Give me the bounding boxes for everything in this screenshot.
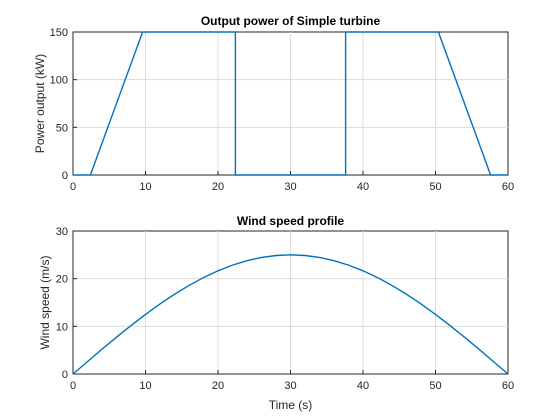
power-x-tick-label: 30 (284, 181, 296, 193)
wind-series-line (72, 254, 509, 375)
power-x-tick-label: 0 (70, 181, 76, 193)
wind-series (72, 254, 509, 375)
wind-x-tick-label: 40 (357, 380, 369, 392)
wind-grid (73, 231, 508, 374)
power-x-tick-label: 40 (357, 181, 369, 193)
wind-y-tick-label: 10 (56, 321, 68, 333)
wind-x-axis-label: Time (s) (269, 398, 313, 412)
power-grid (73, 32, 508, 175)
wind-y-tick-label: 0 (62, 369, 68, 381)
power-x-tick-label: 60 (502, 181, 514, 193)
wind-x-tick-label: 30 (284, 380, 296, 392)
power-ticks: 0 10 20 30 40 50 60 0 50 100 150 (50, 27, 514, 193)
power-y-tick-label: 50 (56, 122, 68, 134)
wind-x-tick-label: 10 (139, 380, 151, 392)
power-series-line (73, 31, 508, 176)
wind-x-tick-label: 50 (429, 380, 441, 392)
wind-y-tick-label: 20 (56, 274, 68, 286)
power-subplot: 0 10 20 30 40 50 60 0 50 100 150 Output power of S… (33, 14, 514, 193)
wind-y-axis-label: Wind speed (m/s) (38, 255, 52, 349)
power-chart-title: Output power of Simple turbine (201, 14, 381, 28)
power-y-tick-label: 150 (50, 27, 68, 39)
power-x-tick-label: 10 (139, 181, 151, 193)
wind-chart-title: Wind speed profile (237, 214, 345, 228)
power-series (73, 31, 508, 176)
power-x-tick-label: 50 (429, 181, 441, 193)
power-y-axis-label: Power output (kW) (33, 54, 47, 153)
power-y-tick-label: 100 (50, 75, 68, 87)
wind-ticks: 0 10 20 30 40 50 60 0 10 20 30 (56, 226, 514, 392)
wind-x-tick-label: 60 (502, 380, 514, 392)
wind-y-tick-label: 30 (56, 226, 68, 238)
wind-x-tick-label: 20 (212, 380, 224, 392)
power-y-tick-label: 0 (62, 170, 68, 182)
power-x-tick-label: 20 (212, 181, 224, 193)
wind-x-tick-label: 0 (70, 380, 76, 392)
